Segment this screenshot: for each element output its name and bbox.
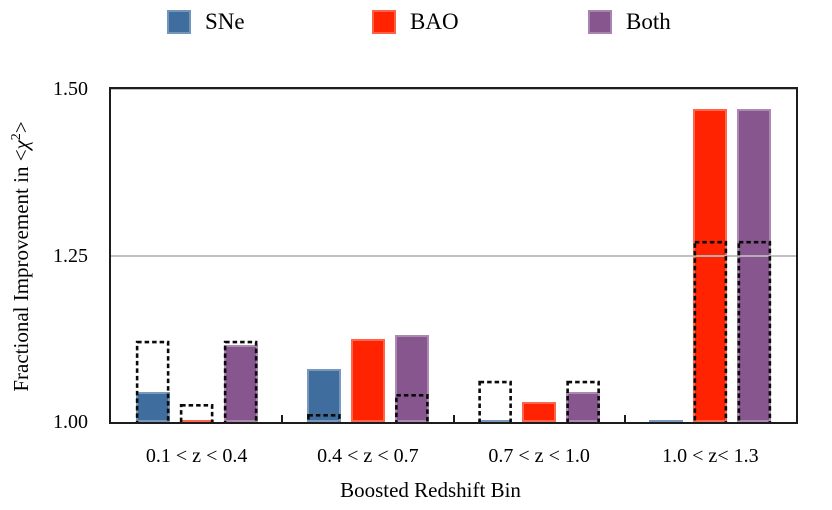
gridline-1.5 <box>111 89 796 90</box>
x-axis-title: Boosted Redshift Bin <box>340 478 521 502</box>
dashed-bar-bao-bin4 <box>693 240 728 422</box>
dashed-bar-sne-bin2 <box>307 414 341 422</box>
bar-bao-bin4 <box>693 108 728 422</box>
x-tick-label-bin4: 1.0 < z< 1.3 <box>662 445 759 467</box>
chi-symbol: χ <box>9 140 33 150</box>
bar-sne-bin4 <box>649 420 684 422</box>
plot-area <box>109 87 798 424</box>
dashed-bar-both-bin1 <box>223 340 258 422</box>
x-axis-tick <box>452 415 455 422</box>
y-axis-title-post: > <box>9 121 33 134</box>
bar-sne-bin1 <box>135 392 170 422</box>
x-tick-label-bin1: 0.1 < z < 0.4 <box>145 445 248 467</box>
legend-label-sne: SNe <box>205 9 245 34</box>
legend-swatch-sne-icon <box>167 10 191 34</box>
legend-item-sne: SNe <box>167 8 245 36</box>
dashed-bar-both-bin3 <box>566 380 600 422</box>
bar-bao-bin3 <box>522 402 557 422</box>
bar-both-bin1 <box>223 345 258 422</box>
dashed-bar-both-bin2 <box>395 394 429 422</box>
x-axis-tick <box>281 415 284 422</box>
y-axis-title-pre: Fractional Improvement in < <box>9 149 33 392</box>
x-axis-tick <box>623 415 626 422</box>
bar-bao-bin1 <box>179 420 214 422</box>
bar-both-bin4 <box>737 108 772 422</box>
legend-label-both: Both <box>626 9 671 34</box>
bar-sne-bin2 <box>306 368 341 422</box>
legend-swatch-bao-icon <box>372 10 396 34</box>
bar-both-bin2 <box>394 335 429 422</box>
legend-swatch-both-icon <box>588 10 612 34</box>
x-tick-label-bin3: 0.7 < z < 1.0 <box>488 445 590 467</box>
legend-item-bao: BAO <box>372 8 459 36</box>
bar-bao-bin2 <box>350 338 385 422</box>
dashed-bar-sne-bin1 <box>135 340 170 422</box>
chi-exponent: 2 <box>9 133 24 141</box>
gridline-1.25 <box>111 254 796 257</box>
dashed-bar-bao-bin1 <box>179 404 214 422</box>
y-tick-label-1.25: 1.25 <box>53 244 88 267</box>
y-tick-label-1.00: 1.00 <box>53 411 88 433</box>
dashed-outline-overlay <box>135 240 772 422</box>
legend-label-bao: BAO <box>410 9 459 34</box>
x-tick-label-bin2: 0.4 < z < 0.7 <box>317 445 419 467</box>
y-tick-label-1.50: 1.50 <box>53 78 88 100</box>
legend-item-both: Both <box>588 8 671 36</box>
dashed-bar-sne-bin3 <box>478 380 512 422</box>
bar-sne-bin3 <box>478 420 513 422</box>
bar-both-bin3 <box>566 392 601 422</box>
dashed-bar-both-bin4 <box>737 240 772 422</box>
